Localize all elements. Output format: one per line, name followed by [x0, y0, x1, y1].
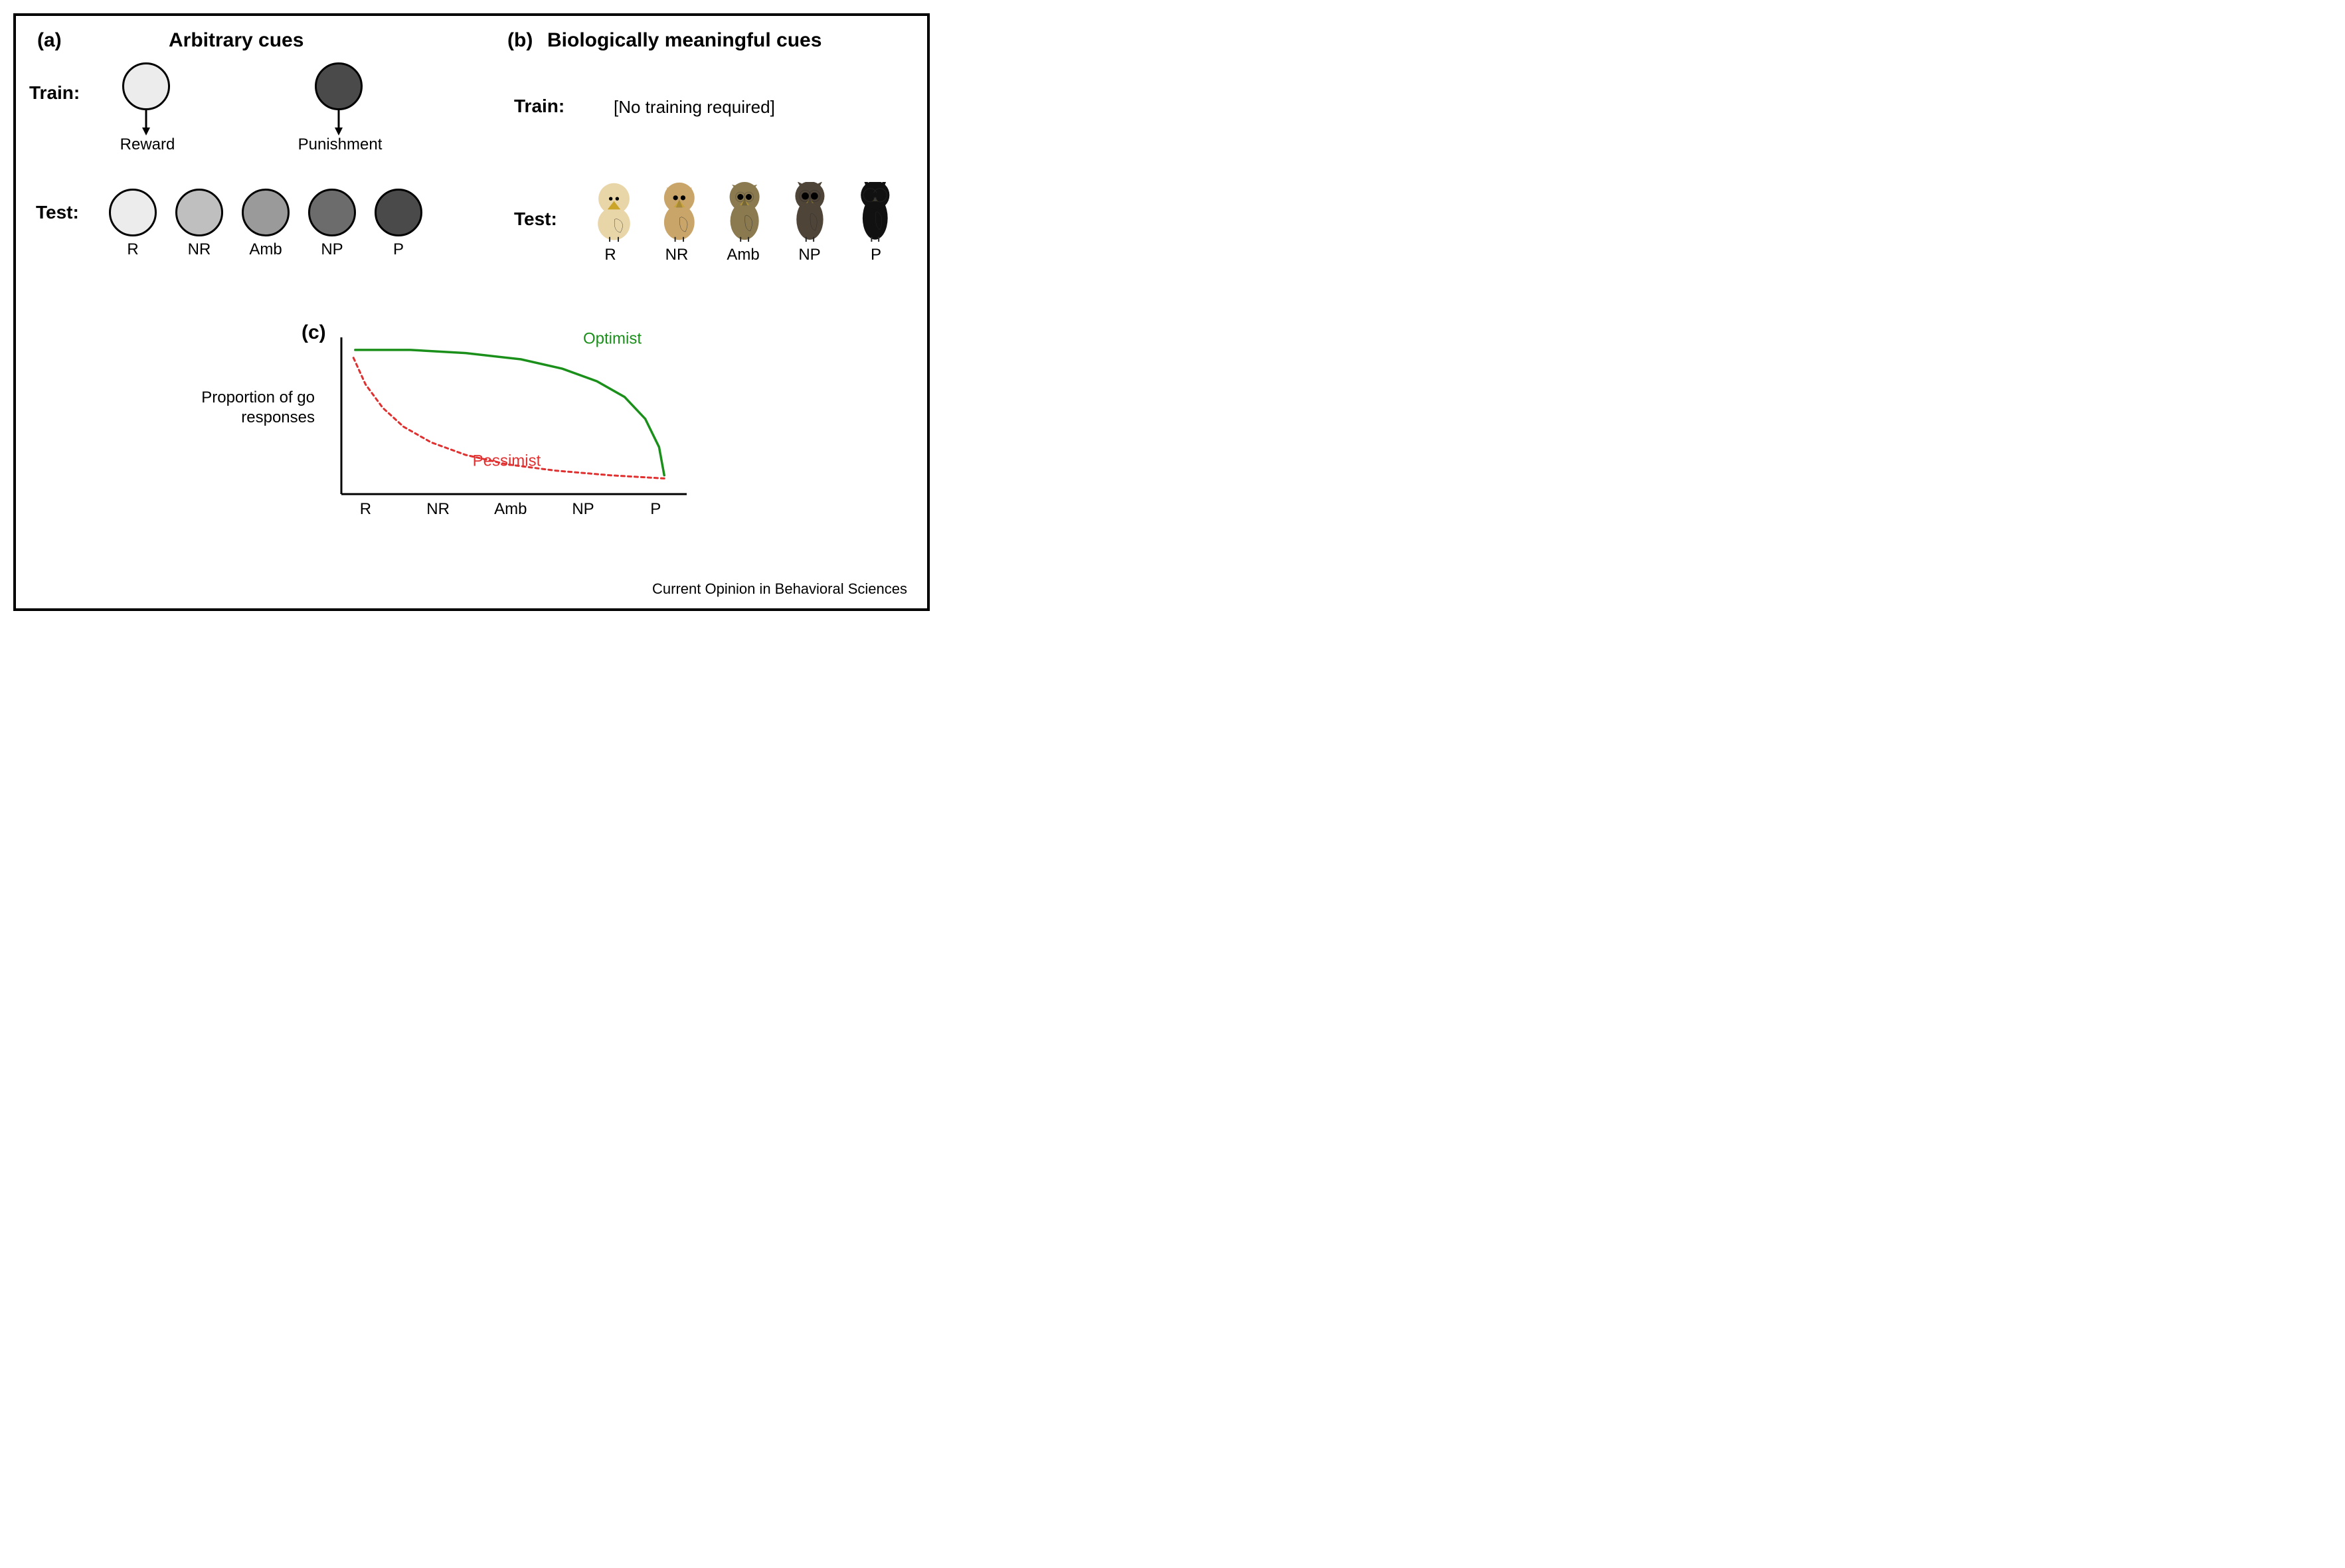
test-b-bird — [853, 182, 898, 245]
svg-text:Optimist: Optimist — [583, 329, 642, 347]
svg-text:R: R — [360, 500, 371, 518]
figure-caption: Current Opinion in Behavioral Sciences — [652, 580, 907, 598]
test-b-bird-label: Amb — [713, 246, 773, 264]
response-chart: Optimist Pessimist R NR Amb NP P — [335, 328, 693, 537]
test-b-bird — [587, 182, 641, 245]
train-punishment-arrow — [335, 110, 343, 135]
panel-b-train-text: [No training required] — [614, 97, 775, 118]
panel-c-label: (c) — [302, 321, 326, 344]
panel-b-test-label: Test: — [514, 209, 557, 230]
train-reward-circle — [122, 62, 170, 110]
test-a-circle — [375, 189, 422, 236]
svg-text:P: P — [650, 500, 661, 518]
svg-text:NR: NR — [426, 500, 450, 518]
svg-text:Pessimist: Pessimist — [473, 452, 541, 470]
figure-frame: (a) Arbitrary cues Train: Reward Punishm… — [13, 13, 930, 611]
test-b-bird — [653, 182, 705, 245]
panel-b-label: (b) — [507, 29, 533, 52]
test-a-circle-label: R — [100, 240, 166, 259]
panel-a-title: Arbitrary cues — [169, 29, 304, 52]
train-punishment-label: Punishment — [294, 135, 387, 154]
test-a-circle-label: Amb — [232, 240, 299, 259]
panel-a-test-label: Test: — [36, 202, 79, 223]
test-b-bird-label: R — [580, 246, 640, 264]
test-a-circle — [175, 189, 223, 236]
test-b-bird-label: NR — [647, 246, 707, 264]
test-a-circle-label: NP — [299, 240, 365, 259]
test-b-bird-label: P — [846, 246, 906, 264]
chart-ylabel: Proportion of go responses — [169, 388, 315, 428]
test-b-bird-label: NP — [780, 246, 839, 264]
test-b-bird — [720, 182, 769, 245]
train-reward-arrow — [142, 110, 150, 135]
train-reward-label: Reward — [116, 135, 179, 154]
test-b-bird — [786, 182, 833, 245]
panel-a-label: (a) — [37, 29, 62, 52]
svg-text:Amb: Amb — [494, 500, 527, 518]
panel-b-train-label: Train: — [514, 96, 565, 117]
panel-b-title: Biologically meaningful cues — [547, 29, 822, 52]
svg-text:NP: NP — [572, 500, 594, 518]
test-a-circle-label: NR — [166, 240, 232, 259]
test-a-circle-label: P — [365, 240, 432, 259]
test-a-circle — [308, 189, 356, 236]
train-punishment-circle — [315, 62, 363, 110]
test-a-circle — [109, 189, 157, 236]
panel-a-train-label: Train: — [29, 82, 80, 104]
test-a-circle — [242, 189, 290, 236]
